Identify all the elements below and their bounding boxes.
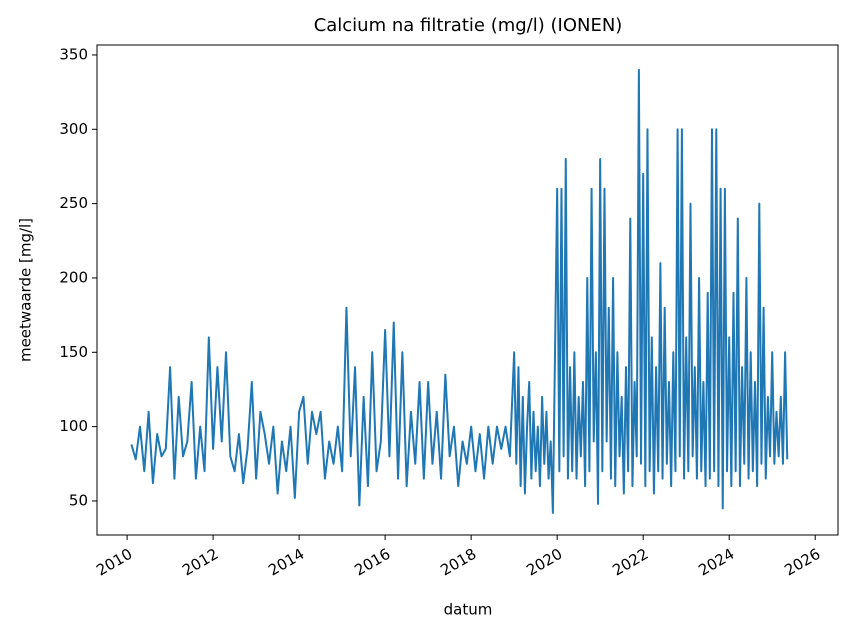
axes-frame (96, 44, 839, 536)
y-tick-label: 250 (59, 194, 88, 212)
y-tick-label: 350 (59, 45, 88, 63)
y-tick-label: 200 (59, 268, 88, 286)
chart-title: Calcium na filtratie (mg/l) (IONEN) (314, 15, 623, 36)
y-axis-label: meetwaarde [mg/l] (17, 218, 35, 362)
y-tick-label: 300 (59, 120, 88, 138)
y-tick-label: 100 (59, 417, 88, 435)
y-tick-label: 50 (69, 491, 88, 509)
y-tick-label: 150 (59, 343, 88, 361)
x-axis-label: datum (444, 601, 493, 619)
data-line (130, 68, 789, 514)
